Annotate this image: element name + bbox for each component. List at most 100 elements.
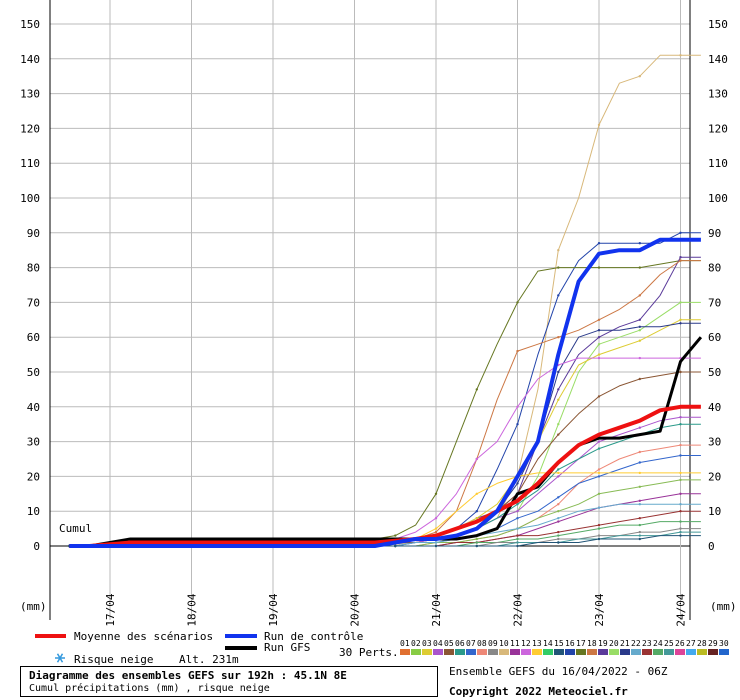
- chart-info-box: Diagramme des ensembles GEFS sur 192h : …: [20, 666, 438, 697]
- perturbation-swatch: [411, 649, 421, 655]
- y-tick-label-left: 30: [27, 436, 40, 449]
- x-tick-label: 20/04: [349, 593, 362, 626]
- member-point: [475, 544, 478, 548]
- perturbation-swatch: [576, 649, 586, 655]
- chart-subtitle: Cumul précipitations (mm) , risque neige: [29, 683, 270, 694]
- member-point: [597, 123, 601, 127]
- member-point: [638, 530, 641, 534]
- member-point: [557, 496, 560, 499]
- perturbation-swatch: [466, 649, 476, 655]
- perturbation-number: 17: [576, 639, 586, 648]
- member-point: [557, 398, 560, 401]
- y-tick-label-right: 0: [708, 540, 715, 553]
- y-tick-label-right: 80: [708, 262, 721, 275]
- x-tick-label: 18/04: [186, 593, 199, 626]
- member-point: [597, 336, 601, 339]
- member-point: [638, 499, 641, 502]
- run-label: Ensemble GEFS du 16/04/2022 - 06Z: [449, 665, 668, 678]
- axis-labels: 0 0 10 10 20 20 30 30 40 40 50 50 60 60 70 70 80 80 90 90 10…: [20, 18, 728, 627]
- member-point: [679, 503, 682, 506]
- y-tick-label-right: 100: [708, 192, 728, 205]
- member-point: [638, 503, 641, 506]
- member-point: [679, 534, 682, 537]
- perturbation-number: 03: [422, 639, 432, 648]
- y-tick-label-right: 120: [708, 122, 728, 135]
- member-point: [475, 541, 478, 544]
- member-series-line: [69, 232, 701, 547]
- perturbation-swatch: [543, 649, 553, 655]
- perturbation-swatch: [598, 649, 608, 655]
- member-point: [679, 510, 682, 513]
- member-point: [597, 475, 601, 478]
- member-point: [434, 517, 438, 520]
- y-tick-label-left: 20: [27, 470, 40, 483]
- snowflake-icon: [55, 653, 65, 663]
- member-point: [638, 471, 641, 475]
- member-point: [679, 318, 682, 321]
- member-point: [597, 471, 601, 475]
- member-point: [597, 353, 601, 356]
- perturbation-swatch: [697, 649, 707, 655]
- member-point: [557, 370, 560, 374]
- member-point: [516, 503, 519, 506]
- member-point: [516, 423, 519, 426]
- y-tick-label-right: 10: [708, 505, 721, 518]
- y-tick-label-left: 70: [27, 296, 40, 309]
- member-point: [597, 534, 601, 537]
- y-tick-label-right: 20: [708, 470, 721, 483]
- perturbation-number: 26: [675, 639, 685, 648]
- perturbation-number: 23: [642, 639, 652, 648]
- member-point: [434, 541, 438, 544]
- member-point: [638, 450, 641, 454]
- member-point: [638, 242, 641, 245]
- perturbation-number: 11: [510, 639, 520, 648]
- member-point: [557, 336, 560, 339]
- member-point: [679, 478, 682, 482]
- member-series-line: [69, 260, 701, 547]
- member-point: [638, 329, 641, 332]
- perturbation-number: 13: [532, 639, 542, 648]
- perturbation-swatch: [400, 649, 410, 655]
- y-tick-label-right: 130: [708, 88, 728, 101]
- member-series-line: [69, 455, 701, 547]
- chart-grid: [49, 0, 691, 620]
- y-tick-label-left: 150: [20, 18, 40, 31]
- y-tick-label-left: 110: [20, 157, 40, 170]
- member-point: [638, 325, 641, 328]
- member-point: [679, 370, 682, 374]
- y-tick-label-right: 30: [708, 436, 721, 449]
- perturbation-number: 02: [411, 639, 421, 648]
- perturbation-number: 07: [466, 639, 476, 648]
- chart-title: Diagramme des ensembles GEFS sur 192h : …: [29, 669, 347, 682]
- member-point: [597, 242, 601, 245]
- member-point: [475, 517, 478, 520]
- member-point: [516, 517, 519, 520]
- series-moyenne-des-sc-narios: [69, 404, 701, 548]
- perturbation-legend: 01 02 03 04 05 06 07 08 09 10 11 12 13 14 15 16 17 18 19 20…: [400, 639, 729, 655]
- member-point: [638, 523, 641, 527]
- y-tick-label-left: 0: [33, 540, 40, 553]
- legend-gfs-label: Run GFS: [264, 641, 310, 654]
- member-point: [597, 468, 601, 471]
- legend-mean-label: Moyenne des scénarios: [74, 630, 213, 643]
- legend-snow-label: Risque neige: [74, 653, 153, 666]
- member-point: [638, 318, 641, 321]
- member-point: [475, 537, 478, 541]
- perturbation-number: 08: [477, 639, 487, 648]
- member-point: [597, 447, 601, 450]
- perturbation-swatch: [488, 649, 498, 655]
- member-point: [516, 544, 519, 548]
- perturbation-swatch: [422, 649, 432, 655]
- member-point: [475, 388, 478, 391]
- member-point: [597, 356, 601, 360]
- perturbation-swatch: [675, 649, 685, 655]
- series-run-gfs: [69, 336, 703, 548]
- member-point: [434, 544, 438, 548]
- y-tick-label-right: 40: [708, 401, 721, 414]
- member-point: [679, 256, 682, 259]
- member-point: [597, 318, 601, 321]
- member-point: [597, 440, 601, 443]
- y-tick-label-left: 90: [27, 227, 40, 240]
- member-point: [679, 520, 682, 523]
